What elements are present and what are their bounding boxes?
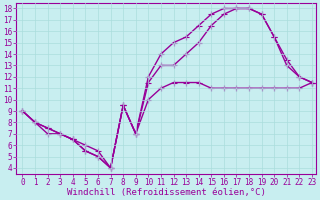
X-axis label: Windchill (Refroidissement éolien,°C): Windchill (Refroidissement éolien,°C) [67, 188, 265, 197]
